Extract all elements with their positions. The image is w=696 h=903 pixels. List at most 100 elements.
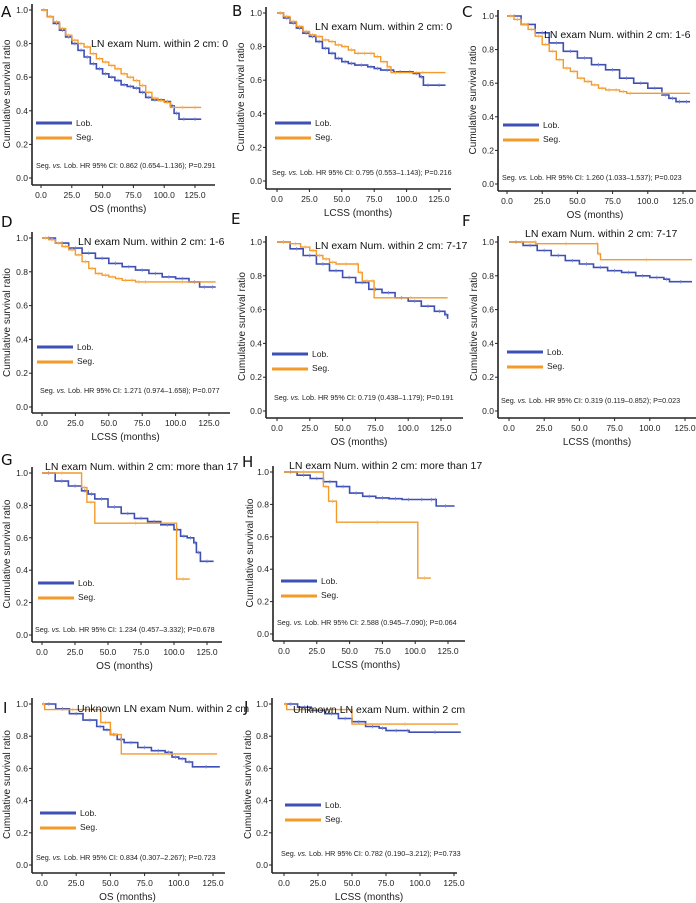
legend-label-lob: Lob. [80,808,97,818]
x-tick-label: 50.0 [102,878,119,888]
legend-label-lob: Lob. [547,347,564,357]
x-tick-label: 25.0 [310,878,327,888]
y-tick-label: 0.2 [250,372,262,382]
legend: Lob. Seg. [272,349,330,373]
x-tick-label: 0.0 [278,878,290,888]
y-tick-label: 0.2 [482,372,494,382]
x-tick-label: 75.0 [606,423,623,433]
legend-label-seg: Seg. [547,361,565,371]
y-axis-title: Cumulative survival ratio [245,498,256,607]
x-tick-label: 100.0 [409,878,431,888]
y-tick-label: 0.2 [16,828,28,838]
y-tick-label: 0.2 [16,598,28,608]
panel-subtitle: Unknown LN exam Num. within 2 cm [77,703,249,715]
x-tick-label: 25.0 [301,194,318,204]
y-tick-label: 0.6 [16,763,28,773]
lob-curve [42,703,220,768]
y-tick-label: 0.8 [16,267,28,277]
panel-b: B 0.0 0.2 0.4 0.6 0.8 1.0 0.0 25.0 50.0 75.0 100.0 1… [232,2,452,219]
y-tick-label: 0.8 [16,39,28,49]
y-axis-title: Cumulative survival ratio [237,272,248,381]
x-tick-label: 75.0 [366,194,383,204]
y-tick-label: 0.8 [16,731,28,741]
lob-curve [277,241,449,319]
x-axis-title: LCSS (months) [332,660,400,671]
y-tick-label: 0.6 [16,301,28,311]
seg-curve [41,9,202,109]
y-tick-label: 0.6 [16,72,28,82]
panel-letter: H [242,453,253,471]
y-tick-label: 0.8 [482,45,494,55]
x-tick-label: 50.0 [334,194,351,204]
hazard-ratio-text: Seg. vs. Lob. HR 95% CI: 1.234 (0.457–3.… [35,625,215,634]
x-axis-title: OS (months) [567,210,624,221]
panel-subtitle: LN exam Num. within 2 cm: more than 17 [45,461,238,473]
hazard-ratio-text: Seg. vs. Lob. HR 95% CI: 1.271 (0.974–1.… [40,386,220,395]
x-tick-label: 0.0 [271,423,283,433]
y-tick-label: 1.0 [16,699,28,709]
y-axis-title: Cumulative survival ratio [2,268,13,377]
legend-label-seg: Seg. [543,134,561,144]
panel-j: J 0.0 0.2 0.4 0.6 0.8 1.0 0.0 25.0 50.0 75.0 100.0 1… [243,698,465,903]
x-tick-label: 50.0 [341,646,358,656]
x-tick-label: 50.0 [569,196,586,206]
x-tick-label: 0.0 [271,194,283,204]
hazard-ratio-text: Seg. vs. Lob. HR 95% CI: 0.782 (0.190–3.… [281,849,461,858]
y-tick-label: 0.8 [257,499,269,509]
y-tick-label: 1.0 [482,237,494,247]
legend-label-seg: Seg. [76,132,94,142]
panel-d: D 0.0 0.2 0.4 0.6 0.8 1.0 0.0 25.0 50.0 75.0 100.0 1… [1,213,230,443]
y-tick-label: 0.8 [16,500,28,510]
y-tick-label: 0.2 [16,368,28,378]
y-tick-label: 0.4 [256,796,268,806]
legend-label-seg: Seg. [80,822,98,832]
lob-curve [507,15,690,103]
x-tick-label: 0.0 [278,646,290,656]
panel-a: A 0.0 0.2 0.4 0.6 0.8 1.0 0.0 25.0 50.0 75.0 100.0 1… [1,3,228,215]
x-tick-label: 75.0 [134,418,151,428]
x-tick-label: 0.0 [501,196,513,206]
y-tick-label: 0.0 [16,630,28,640]
x-tick-label: 25.0 [64,190,81,200]
x-tick-label: 125.0 [674,423,696,433]
y-tick-label: 1.0 [257,467,269,477]
y-tick-label: 0.4 [250,109,262,119]
seg-curve [507,15,690,94]
x-tick-label: 75.0 [125,190,142,200]
y-tick-label: 0.0 [16,402,28,412]
x-tick-label: 125.0 [430,423,452,433]
x-axis-title: LCSS (months) [335,892,403,903]
y-tick-label: 0.4 [16,565,28,575]
x-tick-label: 50.0 [100,647,117,657]
legend-label-seg: Seg. [321,590,339,600]
y-tick-label: 0.6 [482,78,494,88]
y-axis-title: Cumulative survival ratio [243,730,254,839]
x-tick-label: 75.0 [604,196,621,206]
panel-subtitle: LN exam Num. within 2 cm: 0 [315,21,452,33]
y-tick-label: 0.0 [257,629,269,639]
x-tick-label: 100.0 [405,646,427,656]
y-tick-label: 1.0 [250,8,262,18]
panel-i: I 0.0 0.2 0.4 0.6 0.8 1.0 0.0 25.0 50.0 75.0 100.0 1… [2,698,249,903]
y-tick-label: 0.0 [256,860,268,870]
panel-letter: I [3,699,7,717]
legend-label-seg: Seg. [77,356,95,366]
x-tick-label: 125.0 [184,190,206,200]
y-tick-label: 0.2 [250,142,262,152]
x-tick-label: 75.0 [367,423,384,433]
y-tick-label: 0.0 [482,406,494,416]
panel-subtitle: LN exam Num. within 2 cm: 7-17 [525,228,677,240]
y-tick-label: 0.6 [256,763,268,773]
legend-label-seg: Seg. [312,363,330,373]
legend: Lob. Seg. [275,118,333,142]
panel-subtitle: LN exam Num. within 2 cm: 1-6 [78,236,225,248]
y-tick-label: 0.8 [482,271,494,281]
y-tick-label: 1.0 [16,233,28,243]
x-tick-label: 125.0 [198,418,220,428]
legend: Lob. Seg. [285,800,343,824]
y-axis-title: Cumulative survival ratio [469,272,480,381]
panel-letter: C [462,3,472,21]
panel-subtitle: LN exam Num. within 2 cm: more than 17 [289,460,482,472]
y-tick-label: 0.0 [482,179,494,189]
y-tick-label: 0.8 [256,731,268,741]
